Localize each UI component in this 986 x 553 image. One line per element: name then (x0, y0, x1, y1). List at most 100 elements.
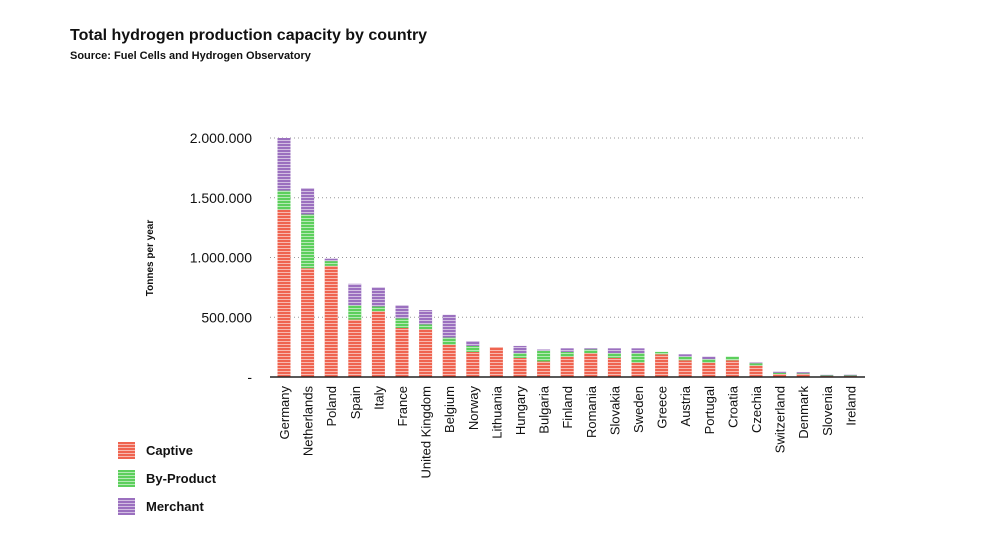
x-tick-label: Poland (324, 386, 339, 426)
bar-segment-by-product-romania (584, 349, 598, 354)
bar-segment-captive-denmark (796, 374, 810, 377)
bar-segment-captive-bulgaria (537, 361, 551, 377)
legend-swatch-captive (118, 441, 135, 459)
bar-segment-captive-slovakia (607, 357, 621, 377)
bar-segment-merchant-austria (678, 354, 692, 357)
bar-segment-by-product-slovakia (607, 353, 621, 358)
bar-segment-by-product-austria (678, 356, 692, 361)
x-tick-label: Switzerland (773, 386, 788, 453)
x-tick-label: Romania (584, 385, 599, 438)
legend-label-captive: Captive (146, 442, 193, 458)
x-tick-label: Hungary (513, 386, 528, 436)
bar-segment-merchant-poland (324, 258, 338, 262)
bar-segment-merchant-romania (584, 348, 598, 350)
x-tick-labels: Germany Netherlands Poland Spain Italy France… (277, 385, 858, 478)
bar-segment-by-product-denmark (796, 373, 810, 375)
bar-segment-by-product-spain (348, 305, 362, 320)
y-tick-labels: - 500.000 1.000.000 1.500.000 2.000.000 (190, 130, 253, 385)
y-tick-label: 500.000 (201, 309, 252, 325)
x-tick-label: Lithuania (489, 385, 504, 439)
bar-segment-merchant-belgium (442, 314, 456, 338)
bar-segment-by-product-hungary (513, 353, 527, 358)
y-tick-label: 2.000.000 (190, 130, 252, 146)
bar-segment-merchant-switzerland (773, 371, 787, 373)
bar-segment-by-product-bulgaria (537, 350, 551, 362)
bar-segment-merchant-germany (277, 138, 291, 191)
x-tick-label: Austria (678, 385, 693, 426)
x-tick-label: United Kingdom (419, 386, 434, 479)
x-tick-label: Slovakia (607, 385, 622, 435)
x-tick-label: Croatia (725, 385, 740, 428)
bar-segment-by-product-netherlands (301, 214, 315, 269)
legend-swatch-merchant (118, 497, 135, 515)
x-tick-label: Greece (655, 386, 670, 429)
bar-segment-by-product-poland (324, 261, 338, 266)
bar-segment-captive-united-kingdom (419, 329, 433, 377)
bar-segment-captive-romania (584, 353, 598, 377)
y-axis-label: Tonnes per year (145, 220, 156, 297)
legend-item-by-product: By-Product (118, 464, 216, 492)
bar-segment-captive-switzerland (773, 374, 787, 377)
bar-segment-captive-hungary (513, 357, 527, 377)
bar-segment-merchant-spain (348, 283, 362, 306)
bar-segment-by-product-germany (277, 190, 291, 210)
bar-segment-by-product-finland (560, 351, 574, 357)
bar-segment-by-product-portugal (702, 359, 716, 363)
x-tick-label: Denmark (796, 386, 811, 439)
bar-segment-merchant-hungary (513, 345, 527, 354)
bar-segment-by-product-croatia (725, 356, 739, 361)
x-tick-label: Netherlands (301, 386, 316, 457)
bar-segment-captive-france (395, 328, 409, 377)
legend: Captive By-Product Merchant (118, 436, 216, 520)
bar-segment-captive-croatia (725, 360, 739, 377)
x-tick-label: Germany (277, 386, 292, 440)
bar-segment-captive-belgium (442, 344, 456, 377)
bar-segment-captive-norway (466, 351, 480, 377)
bar-segment-merchant-france (395, 305, 409, 319)
x-tick-label: Finland (560, 386, 575, 429)
bar-segment-captive-czechia (749, 365, 763, 377)
bar-segment-merchant-netherlands (301, 188, 315, 215)
bar-segment-by-product-norway (466, 345, 480, 352)
bar-segment-merchant-bulgaria (537, 349, 551, 351)
bar-segment-by-product-czechia (749, 363, 763, 366)
bar-segment-merchant-norway (466, 341, 480, 346)
bar-segment-merchant-portugal (702, 356, 716, 360)
x-tick-label: Sweden (631, 386, 646, 433)
bar-segment-captive-austria (678, 360, 692, 377)
bar-segment-captive-sweden (631, 362, 645, 377)
bar-segment-by-product-switzerland (773, 372, 787, 375)
bar-segment-by-product-united-kingdom (419, 324, 433, 330)
bar-segment-merchant-denmark (796, 372, 810, 374)
x-tick-label: France (395, 386, 410, 426)
bar-segment-captive-italy (371, 311, 385, 377)
bar-segment-by-product-ireland (843, 375, 857, 377)
bar-segment-by-product-sweden (631, 353, 645, 363)
chart-title: Total hydrogen production capacity by co… (70, 27, 428, 44)
bar-segment-merchant-sweden (631, 348, 645, 354)
bar-segment-captive-greece (655, 354, 669, 377)
x-tick-label: Italy (371, 386, 386, 410)
bar-segment-captive-portugal (702, 362, 716, 377)
legend-label-merchant: Merchant (146, 498, 204, 514)
bar-segment-by-product-belgium (442, 337, 456, 345)
bar-segment-captive-germany (277, 209, 291, 377)
bar-segment-merchant-united-kingdom (419, 310, 433, 325)
legend-label-by-product: By-Product (146, 470, 217, 486)
bar-segment-by-product-italy (371, 306, 385, 312)
bar-segment-merchant-slovenia (820, 374, 834, 376)
x-tick-label: Portugal (702, 386, 717, 435)
x-tick-label: Spain (348, 386, 363, 419)
bar-segment-merchant-slovakia (607, 348, 621, 354)
bars (277, 138, 857, 377)
x-tick-label: Ireland (843, 386, 858, 426)
chart-subtitle: Source: Fuel Cells and Hydrogen Observat… (70, 50, 311, 62)
bar-segment-by-product-slovenia (820, 375, 834, 377)
bar-segment-captive-netherlands (301, 268, 315, 377)
bar-segment-by-product-france (395, 318, 409, 329)
bar-segment-captive-spain (348, 319, 362, 377)
y-tick-label: 1.500.000 (190, 190, 252, 206)
x-tick-label: Belgium (442, 386, 457, 433)
legend-item-captive: Captive (118, 436, 216, 464)
